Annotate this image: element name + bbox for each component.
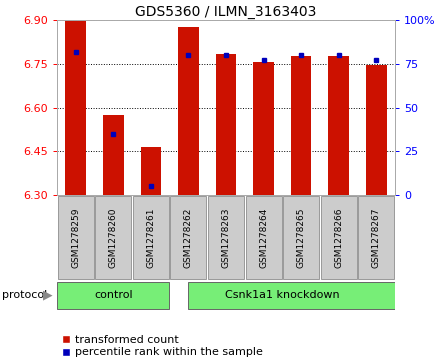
Text: GSM1278263: GSM1278263 <box>221 207 231 268</box>
Bar <box>103 115 124 195</box>
Text: GSM1278264: GSM1278264 <box>259 207 268 268</box>
Text: GSM1278266: GSM1278266 <box>334 207 343 268</box>
Bar <box>208 196 244 279</box>
Text: GSM1278265: GSM1278265 <box>297 207 306 268</box>
Bar <box>57 281 169 309</box>
Bar <box>170 196 206 279</box>
Legend: transformed count, percentile rank within the sample: transformed count, percentile rank withi… <box>62 335 263 358</box>
Text: Csnk1a1 knockdown: Csnk1a1 knockdown <box>225 290 340 300</box>
Text: control: control <box>94 290 132 300</box>
Text: GSM1278260: GSM1278260 <box>109 207 118 268</box>
Text: GSM1278261: GSM1278261 <box>147 207 155 268</box>
Bar <box>58 196 94 279</box>
Bar <box>283 196 319 279</box>
Text: GSM1278267: GSM1278267 <box>372 207 381 268</box>
Bar <box>321 196 357 279</box>
Bar <box>95 196 132 279</box>
Bar <box>358 196 394 279</box>
Bar <box>253 62 274 195</box>
Text: GSM1278259: GSM1278259 <box>71 207 80 268</box>
Bar <box>366 65 387 195</box>
Bar <box>216 53 236 195</box>
Bar <box>66 21 86 195</box>
Bar <box>328 57 349 195</box>
Text: ▶: ▶ <box>44 289 53 302</box>
Bar <box>291 57 312 195</box>
Text: protocol: protocol <box>2 290 48 300</box>
Bar <box>178 27 199 195</box>
Bar <box>140 147 161 195</box>
Bar <box>133 196 169 279</box>
Bar <box>188 281 414 309</box>
Title: GDS5360 / ILMN_3163403: GDS5360 / ILMN_3163403 <box>136 5 317 19</box>
Bar <box>246 196 282 279</box>
Text: GSM1278262: GSM1278262 <box>184 207 193 268</box>
